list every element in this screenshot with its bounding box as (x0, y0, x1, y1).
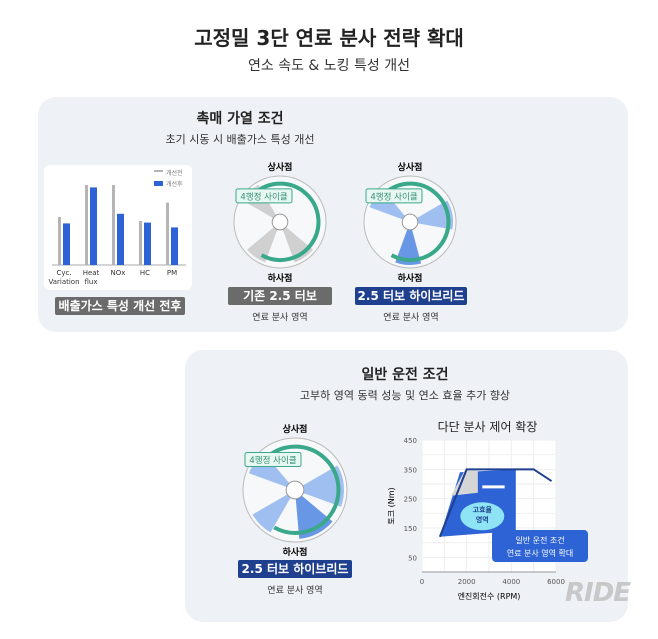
piston-center (271, 213, 289, 231)
callout-line2: 연료 분사 영역 확대 (507, 548, 574, 558)
x-tick-label: NOx (111, 269, 126, 277)
panel1-title: 촉매 가열 조건 (196, 111, 284, 127)
injection-area-caption: 연료 분사 영역 (252, 313, 308, 323)
high-efficiency-zone (460, 502, 505, 531)
bar-after (63, 223, 70, 265)
engine-label: 기존 2.5 터보 (228, 287, 332, 305)
zone-label: 고효율 (473, 505, 493, 514)
watermark: RIDE (565, 578, 631, 608)
page-subtitle: 연소 속도 & 노킹 특성 개선 (248, 58, 410, 74)
x-tick-label: PM (167, 269, 177, 277)
injection-area-caption: 연료 분사 영역 (383, 313, 439, 323)
x-tick-label: 2000 (458, 578, 476, 586)
bar-before (58, 217, 61, 265)
y-axis-title: 토크 (Nm) (387, 487, 396, 524)
x-tick-label: Heat (83, 269, 100, 277)
bdc-label: 하사점 (283, 546, 308, 558)
cycle-badge (235, 188, 293, 204)
x-tick-label: Variation (48, 278, 79, 286)
cycle-label: 4행정 사이클 (370, 191, 417, 202)
tdc-label: 상사점 (398, 161, 423, 173)
bar-before (112, 185, 115, 265)
x-tick-label: flux (85, 278, 98, 286)
legend-label: 개선전 (166, 169, 183, 177)
engine-label: 2.5 터보 하이브리드 (355, 287, 467, 305)
torque-curve (438, 468, 553, 538)
injection-sector (252, 490, 295, 533)
y-tick-label: 450 (404, 437, 417, 445)
legend-label: 개선후 (166, 180, 183, 188)
cycle-arrow-icon (383, 181, 451, 262)
zone-label: 영역 (476, 515, 489, 524)
piston-center (401, 213, 419, 231)
injection-sector (247, 222, 280, 263)
bar-before (139, 221, 142, 265)
injection-sector (295, 490, 333, 539)
piston-center (285, 480, 305, 500)
x-tick-label: HC (140, 269, 150, 277)
cycle-arrow-icon (265, 444, 341, 535)
bar-before (85, 185, 88, 265)
legend-swatch (154, 170, 163, 172)
emission-chart-label: 배출가스 특성 개선 전후 (55, 297, 185, 315)
x-tick-label: 6000 (547, 578, 565, 586)
bar-after (171, 227, 178, 265)
injection-area-caption: 연료 분사 영역 (267, 586, 323, 596)
bar-before (166, 202, 169, 265)
y-tick-label: 150 (404, 525, 417, 533)
bar-after (144, 222, 151, 265)
tdc-label: 상사점 (283, 423, 308, 435)
y-tick-label: 250 (404, 496, 417, 504)
injection-sector (295, 465, 344, 507)
callout-box (492, 530, 588, 562)
y-tick-label: 50 (408, 554, 417, 562)
cycle-label: 4행정 사이클 (249, 455, 296, 466)
y-tick-label: 350 (404, 466, 417, 474)
page-title: 고정밀 3단 연료 분사 전략 확대 (194, 26, 464, 50)
x-tick-label: 0 (420, 578, 424, 586)
injection-sector (395, 222, 422, 265)
torque-chart: 50 150 250 350 450 0 2000 4000 6000 엔진회전수 (RPM) 토크… (380, 432, 590, 606)
bdc-label: 하사점 (398, 272, 423, 284)
tdc-label: 상사점 (268, 161, 293, 173)
bar-after (117, 213, 124, 265)
x-tick-label: 4000 (502, 578, 520, 586)
cycle-badge (244, 452, 302, 468)
cycle-label: 4행정 사이클 (240, 191, 287, 202)
bar-after (90, 187, 97, 265)
callout-line1: 일반 운전 조건 (515, 535, 564, 545)
x-tick-label: Cyc. (56, 269, 71, 277)
legend-swatch (154, 181, 163, 186)
bdc-label: 하사점 (268, 272, 293, 284)
engine-label: 2.5 터보 하이브리드 (238, 560, 352, 578)
x-axis-title: 엔진회전수 (RPM) (458, 591, 521, 601)
panel1-subtitle: 초기 시동 시 배출가스 특성 개선 (165, 133, 315, 146)
panel2-title: 일반 운전 조건 (361, 367, 449, 383)
torque-chart-title: 다단 분사 제어 확장 (437, 420, 538, 434)
panel2-subtitle: 고부하 영역 동력 성능 및 연소 효율 추가 향상 (299, 389, 511, 402)
cycle-badge (365, 188, 423, 204)
injection-sector (410, 200, 453, 230)
cycle-arrow-icon (253, 181, 321, 262)
